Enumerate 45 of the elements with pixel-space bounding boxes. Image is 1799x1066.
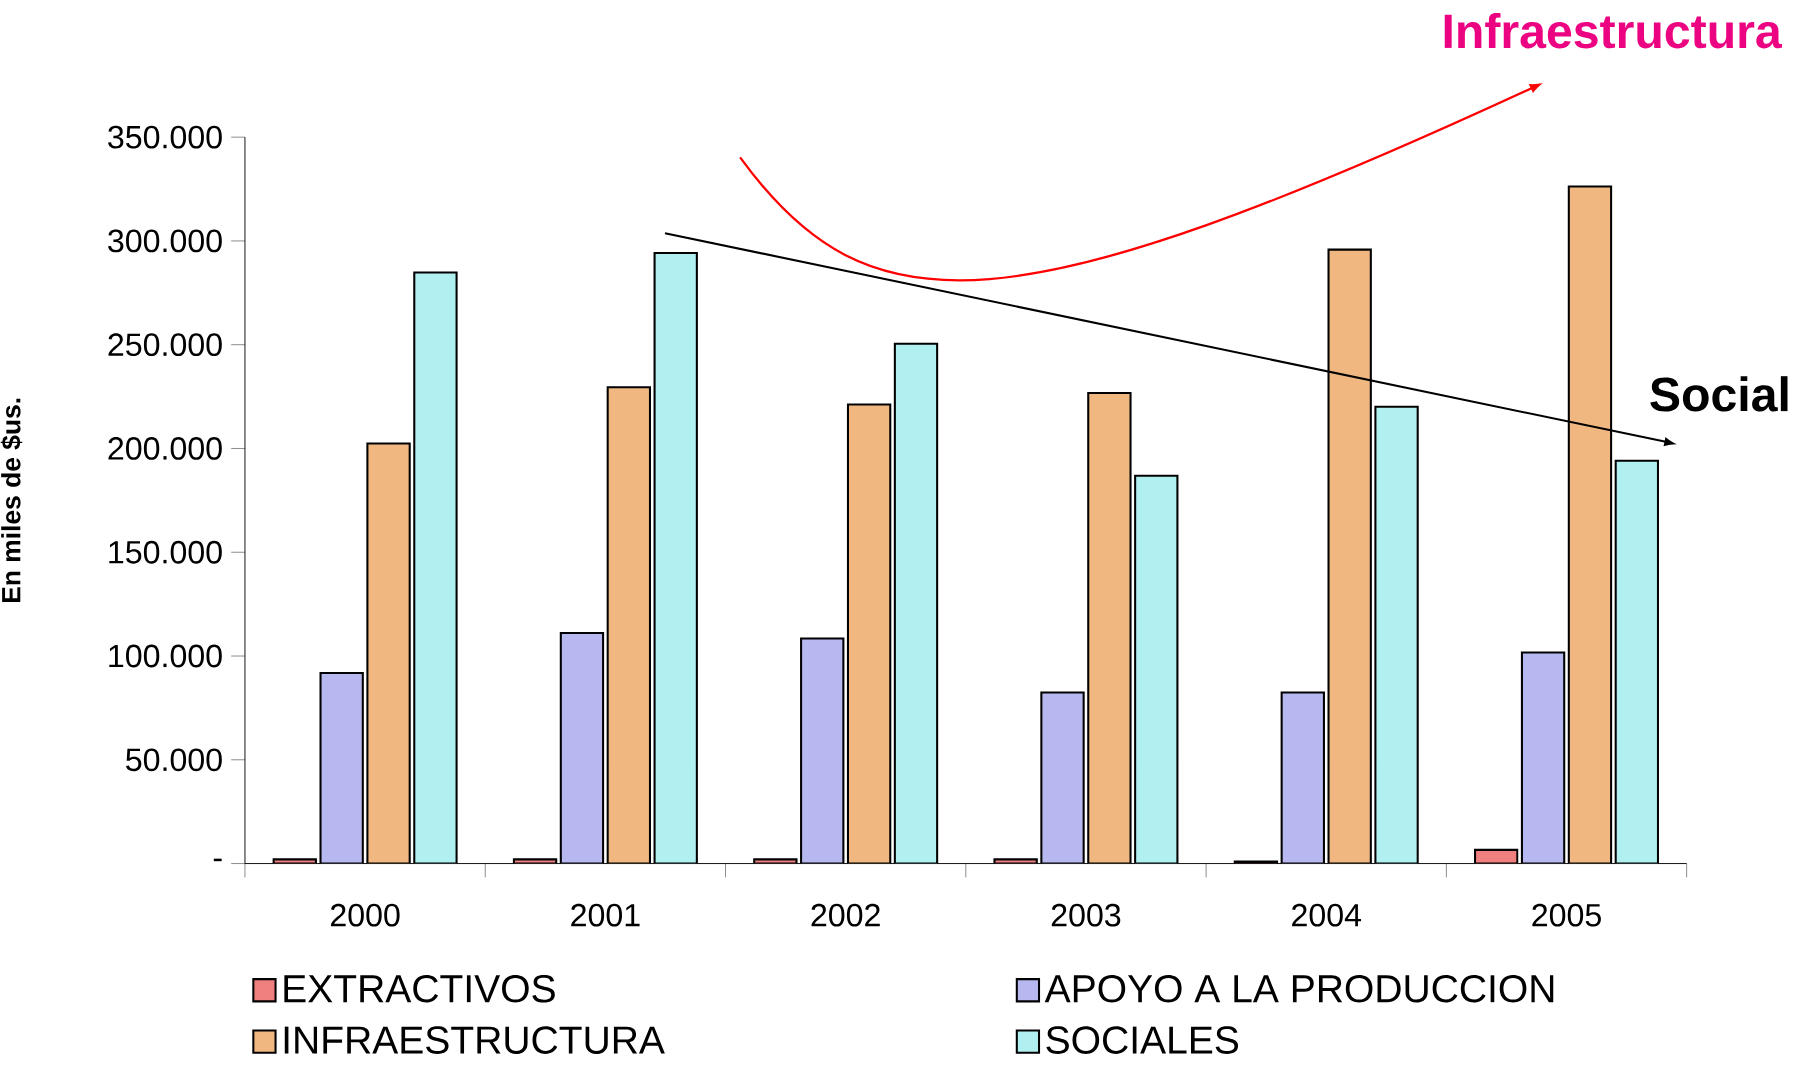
x-tick-label: 2000: [330, 903, 400, 927]
y-tick-label: 200.000: [108, 437, 222, 460]
bar: [366, 442, 411, 864]
bar: [512, 858, 558, 864]
bar: [1040, 691, 1085, 864]
bar: [606, 386, 652, 864]
bar: [753, 858, 798, 864]
bar: [1614, 459, 1660, 864]
bar: [846, 403, 892, 864]
y-tick-label: 100.000: [109, 644, 222, 668]
x-tick-label: 2002: [811, 903, 880, 927]
bar: [1233, 860, 1279, 864]
bar: [272, 858, 317, 864]
x-tick-label: 2005: [1532, 903, 1601, 927]
x-tick-label: 2003: [1051, 903, 1121, 927]
bar: [1327, 248, 1372, 864]
y-tick-label: 50.000: [126, 748, 222, 772]
y-tick-label: 300.000: [108, 229, 222, 253]
legend-label: EXTRACTIVOS: [284, 974, 555, 1003]
y-tick-label: -: [213, 858, 222, 862]
bar: [559, 631, 605, 864]
text: Infraestructura: [1444, 12, 1783, 49]
bar: [1520, 651, 1566, 864]
x-tick-label: 2004: [1292, 903, 1362, 927]
bar: [993, 858, 1038, 864]
bar: [413, 271, 458, 864]
bar: [800, 637, 845, 864]
x-tick-label: 2001: [571, 903, 640, 927]
y-tick-label: 250.000: [108, 333, 222, 357]
annotation: Social: [1650, 376, 1788, 412]
y-tick-label: 350.000: [108, 125, 222, 149]
bar: [1474, 848, 1519, 864]
bar: [1087, 391, 1132, 864]
legend-label: SOCIALES: [1046, 1026, 1239, 1054]
y-tick-label: 150.000: [109, 540, 222, 564]
bar: [1374, 405, 1419, 864]
bar: [1567, 185, 1613, 864]
bar: [893, 342, 939, 864]
y-axis-title: En miles de $us.: [0, 398, 23, 603]
bar: [1280, 691, 1325, 864]
bar: [1134, 474, 1179, 864]
legend-label: APOYO A LA PRODUCCION: [1044, 974, 1554, 1003]
legend-label: INFRAESTRUCTURA: [284, 1026, 665, 1054]
bar: [653, 251, 698, 864]
bar: [319, 671, 364, 864]
